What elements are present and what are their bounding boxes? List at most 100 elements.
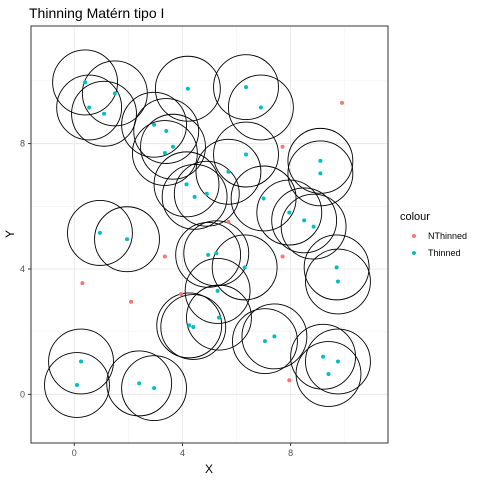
thinned-point — [318, 158, 323, 163]
thinning-circle — [213, 54, 279, 121]
nthinned-point — [80, 281, 85, 286]
thinning-circle — [154, 55, 221, 122]
thinning-circle — [227, 74, 294, 141]
data-points — [74, 80, 345, 391]
nthinned-point — [179, 292, 184, 297]
thinned-point — [326, 372, 331, 377]
nthinned-point — [162, 254, 167, 259]
legend-label: NThinned — [428, 231, 467, 241]
thinned-point — [152, 386, 157, 391]
thinned-point — [302, 218, 307, 223]
thinned-point — [125, 237, 130, 242]
thinning-circle — [121, 91, 187, 158]
x-axis: 0 4 8 — [72, 443, 293, 458]
thinning-circle — [131, 120, 198, 186]
nthinned-point — [280, 144, 285, 149]
y-axis-title: Y — [3, 230, 17, 238]
nthinned-point — [340, 100, 345, 105]
thinning-circle — [305, 248, 371, 315]
thinned-point — [191, 324, 196, 329]
thinning-circle — [256, 179, 323, 246]
legend-key — [412, 234, 416, 238]
thinning-circle — [184, 258, 251, 324]
thinned-point — [335, 279, 340, 284]
thinning-circle — [156, 292, 223, 359]
thinning-circle — [280, 193, 347, 260]
thinning-circle — [186, 284, 252, 351]
thinning-circle — [232, 308, 298, 375]
thinned-point — [112, 91, 117, 96]
nthinned-point — [287, 378, 292, 383]
thinning-circle — [48, 328, 114, 395]
thinning-circle — [106, 350, 173, 417]
thinned-point — [137, 381, 142, 386]
thinning-circle — [153, 151, 220, 218]
thinning-circle — [241, 303, 308, 370]
thinning-circle — [303, 234, 370, 301]
nthinned-point — [226, 219, 231, 224]
thinned-point — [185, 86, 190, 91]
y-tick-label: 8 — [20, 139, 25, 149]
thinned-point — [215, 288, 220, 293]
thinned-point — [204, 191, 209, 196]
legend-entries: NThinned Thinned — [412, 231, 467, 258]
thinning-circle — [71, 80, 137, 147]
thinning-circle — [56, 74, 123, 141]
thinning-circle — [305, 328, 371, 395]
thinned-point — [311, 224, 316, 229]
thinned-point — [216, 315, 221, 320]
thinned-point — [321, 354, 326, 359]
thinning-circle — [133, 98, 200, 164]
thinning-circle — [44, 352, 110, 418]
thinning-circle — [211, 234, 278, 301]
x-tick-label: 8 — [288, 448, 293, 458]
thinned-point — [261, 196, 266, 201]
thinned-point — [258, 105, 263, 110]
thinning-circle — [195, 138, 262, 205]
thinning-circle — [287, 140, 354, 207]
thinned-point — [318, 171, 323, 176]
thinned-point — [87, 105, 92, 110]
thinning-circle — [67, 200, 133, 266]
nthinned-point — [129, 299, 134, 304]
thinning-circle — [94, 206, 160, 273]
thinned-point — [242, 265, 247, 270]
thinned-point — [79, 359, 84, 364]
plot-panel — [31, 26, 388, 443]
thinning-circle — [271, 187, 338, 254]
nthinned-point — [280, 254, 285, 259]
thinned-point — [334, 265, 339, 270]
thinned-point — [152, 122, 157, 127]
thinned-point — [102, 111, 107, 116]
thinned-point — [83, 80, 88, 85]
legend-label: Thinned — [428, 248, 461, 258]
thinned-point — [272, 334, 277, 339]
thinning-circle — [287, 127, 354, 194]
thinning-circle — [173, 160, 240, 227]
thinning-circle — [213, 121, 279, 188]
thinned-point — [206, 252, 211, 257]
thinned-point — [187, 323, 192, 328]
thinned-point — [287, 210, 292, 215]
thinning-circle — [52, 49, 118, 116]
thinned-point — [244, 152, 249, 157]
thinning-circle — [183, 220, 250, 287]
y-axis: 0 4 8 — [20, 139, 31, 399]
thinning-circles — [44, 49, 371, 422]
plot-panel-border — [30, 25, 389, 444]
thinned-point — [170, 144, 175, 149]
x-axis-title: X — [205, 462, 213, 476]
thinned-point — [226, 169, 231, 174]
legend-key — [412, 251, 416, 255]
thinning-circle — [295, 341, 362, 407]
thinned-point — [262, 339, 267, 344]
thinned-point — [97, 230, 102, 235]
thinned-point — [164, 129, 169, 134]
thinning-circle — [230, 165, 297, 232]
thinned-point — [214, 251, 219, 256]
thinning-circle — [140, 113, 206, 180]
thinned-point — [162, 150, 167, 155]
x-tick-label: 4 — [180, 448, 185, 458]
y-tick-label: 4 — [20, 264, 25, 274]
